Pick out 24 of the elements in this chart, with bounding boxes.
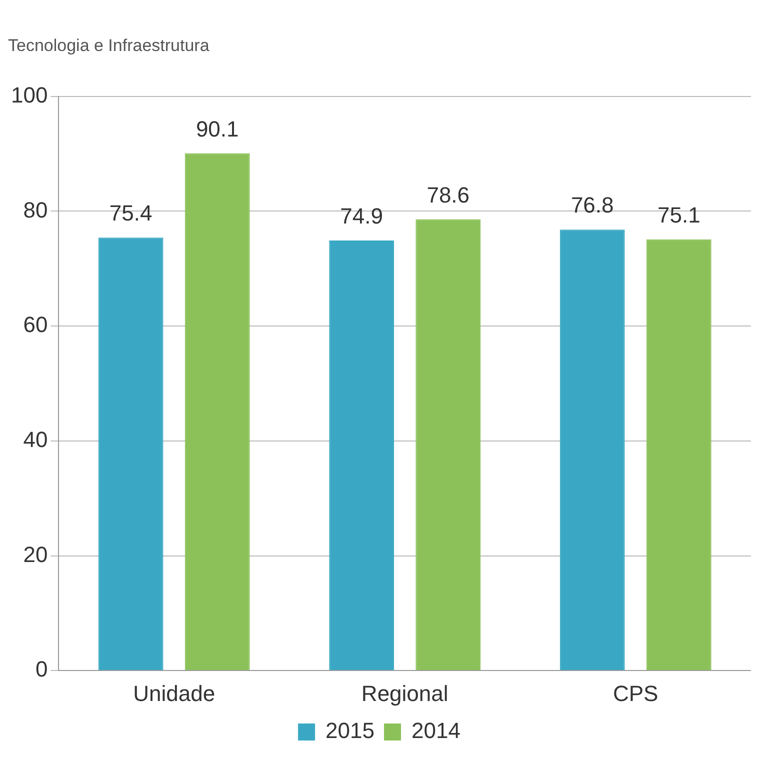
bar: [646, 239, 712, 670]
bar: [560, 230, 625, 670]
data-label: 75.1: [657, 202, 700, 228]
data-label: 75.4: [109, 200, 152, 226]
y-tick-label: 40: [23, 426, 48, 452]
chart-title: Tecnologia e Infraestrutura: [8, 36, 210, 55]
legend-label: 2015: [326, 718, 375, 744]
data-label: 90.1: [196, 116, 239, 142]
y-tick-label: 100: [10, 82, 48, 108]
x-tick-label: Regional: [361, 680, 448, 706]
legend-label: 2014: [412, 718, 460, 744]
bar: [98, 238, 164, 670]
y-tick-label: 0: [35, 656, 48, 682]
y-tick-label: 20: [23, 542, 48, 567]
data-label: 74.9: [340, 204, 383, 229]
bar: [416, 219, 481, 670]
bar: [329, 240, 394, 670]
bar: [184, 153, 250, 670]
x-tick-label: Unidade: [133, 680, 216, 706]
data-label: 76.8: [570, 192, 614, 218]
data-label: 78.6: [426, 182, 470, 208]
y-tick-label: 60: [23, 312, 48, 338]
x-tick-label: CPS: [612, 680, 658, 706]
y-tick-label: 80: [23, 197, 48, 222]
